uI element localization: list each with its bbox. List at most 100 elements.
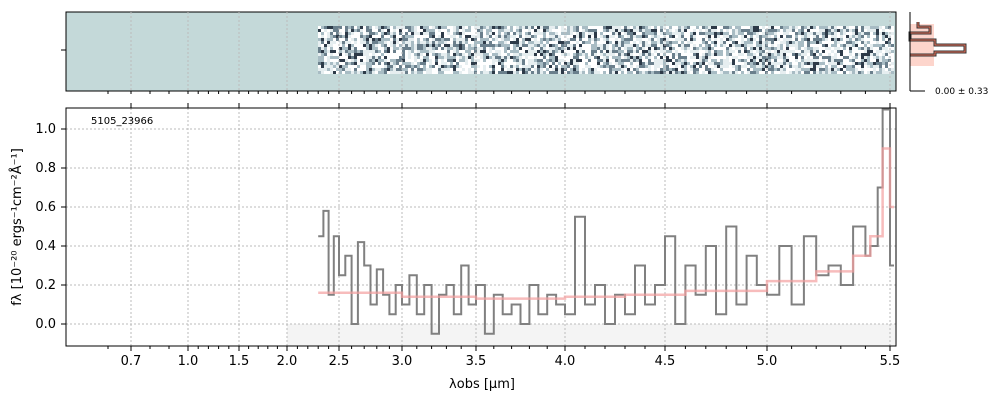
2d-pixel: [318, 47, 321, 50]
2d-pixel: [483, 65, 486, 68]
2d-pixel: [486, 65, 489, 68]
2d-pixel: [456, 68, 459, 71]
2d-pixel: [696, 35, 699, 38]
2d-pixel: [726, 56, 729, 59]
2d-pixel: [576, 50, 579, 53]
2d-pixel: [819, 71, 822, 74]
2d-pixel: [444, 38, 447, 41]
2d-pixel: [810, 32, 813, 35]
2d-pixel: [519, 26, 522, 29]
2d-pixel: [648, 65, 651, 68]
2d-pixel: [825, 29, 828, 32]
2d-pixel: [489, 62, 492, 65]
2d-pixel: [369, 65, 372, 68]
2d-pixel: [450, 68, 453, 71]
2d-pixel: [789, 56, 792, 59]
2d-pixel: [423, 68, 426, 71]
2d-pixel: [375, 71, 378, 74]
2d-pixel: [585, 32, 588, 35]
2d-pixel: [492, 56, 495, 59]
2d-pixel: [387, 65, 390, 68]
2d-pixel: [546, 62, 549, 65]
2d-pixel: [630, 56, 633, 59]
2d-pixel: [546, 71, 549, 74]
2d-pixel: [402, 65, 405, 68]
2d-pixel: [582, 71, 585, 74]
2d-pixel: [672, 62, 675, 65]
2d-pixel: [672, 38, 675, 41]
2d-pixel: [339, 62, 342, 65]
2d-pixel: [384, 38, 387, 41]
2d-pixel: [447, 65, 450, 68]
2d-pixel: [633, 44, 636, 47]
2d-pixel: [675, 38, 678, 41]
2d-pixel: [423, 71, 426, 74]
2d-pixel: [600, 29, 603, 32]
x-tick-label: 3.0: [392, 354, 413, 369]
2d-pixel: [576, 62, 579, 65]
2d-pixel: [822, 26, 825, 29]
2d-pixel: [357, 59, 360, 62]
2d-pixel: [426, 47, 429, 50]
2d-pixel: [465, 38, 468, 41]
2d-pixel: [510, 32, 513, 35]
2d-pixel: [456, 62, 459, 65]
2d-pixel: [564, 53, 567, 56]
2d-pixel: [516, 50, 519, 53]
2d-pixel: [828, 53, 831, 56]
2d-pixel: [492, 59, 495, 62]
2d-pixel: [693, 56, 696, 59]
2d-pixel: [519, 62, 522, 65]
x-tick-label: 4.5: [655, 354, 676, 369]
2d-pixel: [606, 62, 609, 65]
2d-pixel: [528, 71, 531, 74]
2d-pixel: [888, 62, 891, 65]
2d-pixel: [633, 41, 636, 44]
2d-pixel: [822, 56, 825, 59]
2d-pixel: [861, 35, 864, 38]
2d-pixel: [372, 62, 375, 65]
2d-pixel: [861, 32, 864, 35]
2d-pixel: [876, 65, 879, 68]
2d-pixel: [801, 29, 804, 32]
2d-pixel: [438, 29, 441, 32]
2d-pixel: [684, 47, 687, 50]
2d-pixel: [867, 65, 870, 68]
2d-pixel: [663, 65, 666, 68]
2d-pixel: [855, 62, 858, 65]
2d-pixel: [531, 62, 534, 65]
residual-histogram-inset: 0.00 ± 0.33: [908, 12, 988, 97]
2d-pixel: [453, 41, 456, 44]
2d-pixel: [480, 32, 483, 35]
2d-pixel: [696, 41, 699, 44]
2d-pixel: [687, 32, 690, 35]
2d-pixel: [771, 47, 774, 50]
2d-pixel: [588, 44, 591, 47]
2d-pixel: [597, 26, 600, 29]
2d-pixel: [444, 68, 447, 71]
2d-pixel: [513, 53, 516, 56]
2d-pixel: [369, 32, 372, 35]
2d-pixel: [696, 71, 699, 74]
2d-pixel: [699, 35, 702, 38]
2d-pixel: [336, 50, 339, 53]
2d-pixel: [876, 38, 879, 41]
2d-pixel: [447, 38, 450, 41]
2d-pixel: [645, 59, 648, 62]
2d-pixel: [414, 47, 417, 50]
2d-pixel: [723, 56, 726, 59]
2d-pixel: [690, 47, 693, 50]
2d-pixel: [618, 44, 621, 47]
2d-pixel: [738, 65, 741, 68]
2d-pixel: [783, 32, 786, 35]
2d-pixel: [435, 56, 438, 59]
2d-pixel: [585, 65, 588, 68]
2d-pixel: [633, 50, 636, 53]
2d-pixel: [750, 53, 753, 56]
2d-pixel: [579, 44, 582, 47]
2d-pixel: [516, 47, 519, 50]
2d-pixel: [627, 38, 630, 41]
2d-pixel: [447, 47, 450, 50]
2d-pixel: [864, 65, 867, 68]
2d-pixel: [852, 29, 855, 32]
